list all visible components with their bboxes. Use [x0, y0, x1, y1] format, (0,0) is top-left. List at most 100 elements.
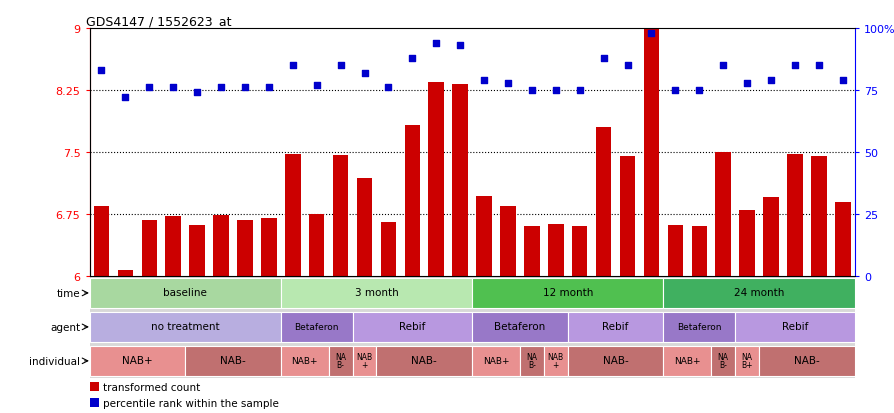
Bar — [763, 198, 778, 276]
Text: Rebif: Rebif — [780, 321, 807, 331]
Point — [548, 88, 562, 94]
Bar — [643, 25, 659, 276]
Point — [477, 78, 491, 84]
Bar — [89, 346, 185, 376]
Bar — [357, 179, 372, 276]
Bar — [619, 157, 635, 276]
Point — [572, 88, 586, 94]
Point — [309, 83, 324, 89]
Text: time: time — [56, 288, 80, 298]
Point — [715, 63, 730, 69]
Point — [668, 88, 682, 94]
Bar — [524, 227, 539, 276]
Bar — [662, 278, 854, 309]
Text: NAB
+: NAB + — [547, 352, 563, 369]
Text: NAB-: NAB- — [220, 355, 246, 365]
Text: Rebif: Rebif — [399, 321, 425, 331]
Bar — [89, 382, 98, 391]
Bar — [472, 346, 519, 376]
Text: NAB-: NAB- — [411, 355, 436, 365]
Point — [238, 85, 252, 92]
Bar — [662, 312, 734, 342]
Text: GDS4147 / 1552623_at: GDS4147 / 1552623_at — [86, 15, 231, 28]
Bar — [94, 206, 109, 276]
Text: NAB+: NAB+ — [482, 356, 509, 365]
Bar — [738, 210, 754, 276]
Bar — [667, 225, 682, 276]
Point — [214, 85, 228, 92]
Bar — [237, 220, 252, 276]
Point — [644, 31, 658, 37]
Bar — [380, 223, 396, 276]
Bar — [662, 346, 711, 376]
Point — [524, 88, 538, 94]
Text: baseline: baseline — [163, 287, 207, 297]
Point — [405, 55, 419, 62]
Bar — [352, 312, 472, 342]
Point — [118, 95, 132, 102]
Point — [691, 88, 705, 94]
Point — [428, 40, 443, 47]
Bar — [376, 346, 472, 376]
Bar — [472, 312, 567, 342]
Point — [94, 68, 108, 74]
Bar — [567, 312, 662, 342]
Text: NAB+: NAB+ — [122, 355, 153, 365]
Text: 24 month: 24 month — [733, 287, 783, 297]
Text: NA
B-: NA B- — [526, 352, 536, 369]
Bar — [714, 153, 730, 276]
Text: NAB-: NAB- — [793, 355, 819, 365]
Text: transformed count: transformed count — [103, 382, 200, 392]
Bar — [185, 346, 281, 376]
Point — [787, 63, 801, 69]
Bar — [89, 278, 281, 309]
Point — [452, 43, 467, 50]
Bar — [711, 346, 734, 376]
Bar — [567, 346, 662, 376]
Bar — [810, 157, 826, 276]
Bar — [141, 220, 156, 276]
Text: Betaferon: Betaferon — [676, 322, 721, 331]
Bar — [734, 312, 854, 342]
Point — [739, 80, 754, 87]
Bar — [281, 346, 328, 376]
Text: NA
B+: NA B+ — [740, 352, 752, 369]
Point — [501, 80, 515, 87]
Bar — [428, 83, 443, 276]
Bar — [544, 346, 567, 376]
Text: agent: agent — [50, 322, 80, 332]
Text: Betaferon: Betaferon — [493, 321, 545, 331]
Point — [381, 85, 395, 92]
Bar — [834, 202, 849, 276]
Bar — [595, 128, 611, 276]
Text: NAB+: NAB+ — [673, 356, 700, 365]
Bar — [352, 346, 376, 376]
Bar — [500, 206, 515, 276]
Bar — [472, 278, 662, 309]
Bar — [281, 278, 472, 309]
Bar — [89, 312, 281, 342]
Point — [142, 85, 156, 92]
Bar — [213, 215, 229, 276]
Text: NAB-: NAB- — [602, 355, 628, 365]
Text: NA
B-: NA B- — [717, 352, 728, 369]
Bar — [476, 196, 492, 276]
Point — [190, 90, 204, 97]
Bar — [308, 214, 325, 276]
Point — [595, 55, 610, 62]
Text: percentile rank within the sample: percentile rank within the sample — [103, 398, 279, 408]
Text: 12 month: 12 month — [542, 287, 593, 297]
Text: Rebif: Rebif — [602, 321, 628, 331]
Text: NAB
+: NAB + — [356, 352, 372, 369]
Text: NA
B-: NA B- — [334, 352, 346, 369]
Bar — [571, 227, 586, 276]
Bar — [190, 225, 205, 276]
Bar — [519, 346, 544, 376]
Bar — [328, 346, 352, 376]
Text: 3 month: 3 month — [354, 287, 398, 297]
Point — [357, 70, 371, 77]
Point — [285, 63, 299, 69]
Bar — [281, 312, 352, 342]
Bar — [117, 271, 133, 276]
Text: no treatment: no treatment — [151, 321, 219, 331]
